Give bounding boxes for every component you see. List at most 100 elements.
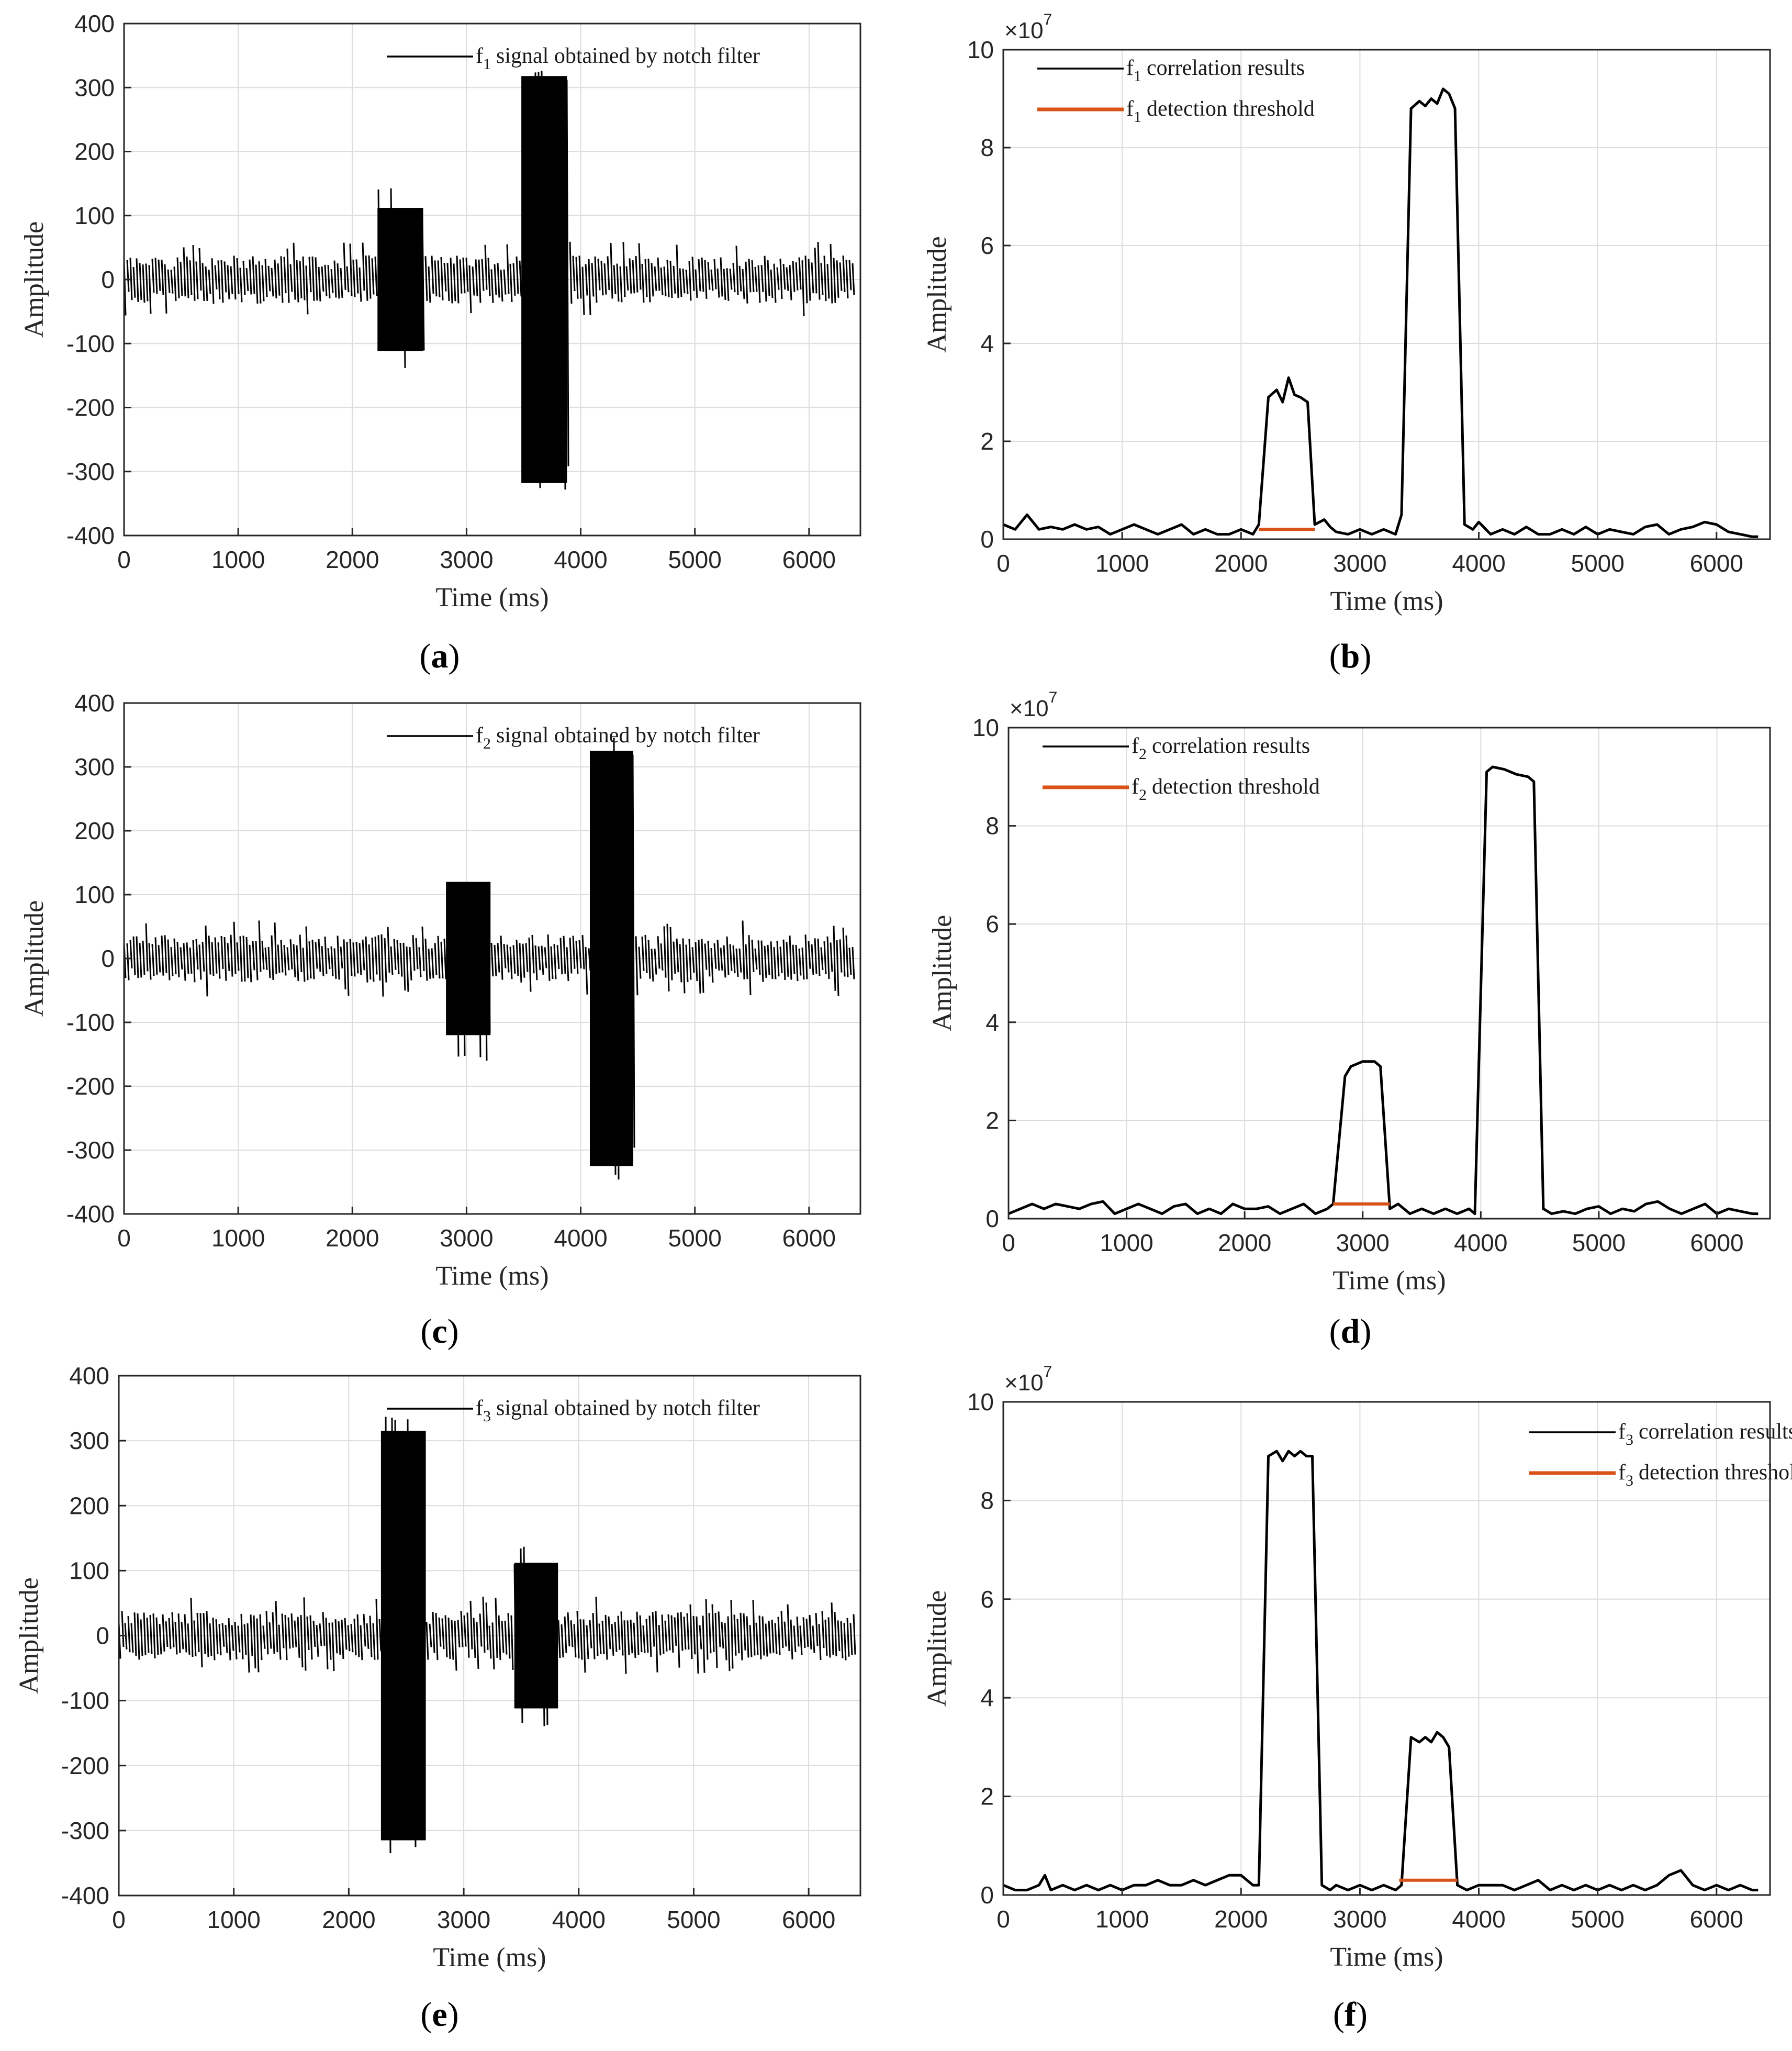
x-axis-label: Time (ms) <box>1330 586 1443 616</box>
multiplier-exponent: 7 <box>1044 11 1052 28</box>
caption-paren-open: ( <box>1329 637 1341 675</box>
y-tick-label: 4 <box>985 1009 999 1036</box>
burst-2 <box>590 751 633 1166</box>
subplot-c: 0 1000 2000 3000 4000 5000 60004003002001000-1… <box>19 689 861 1351</box>
legend-freq: f <box>476 723 483 748</box>
x-tick-label: 3000 <box>1333 1905 1386 1933</box>
x-tick-label: 6000 <box>782 546 836 573</box>
y-tick-label: 100 <box>74 202 115 229</box>
x-axis-label: Time (ms) <box>435 1261 548 1291</box>
caption-letter: c <box>432 1312 447 1351</box>
y-tick-label: 8 <box>980 134 994 161</box>
y-tick-label: 0 <box>985 1205 999 1232</box>
y-tick-label: 100 <box>69 1557 109 1584</box>
legend-freq-sub: 3 <box>1626 1472 1633 1489</box>
caption-paren-open: ( <box>1333 1996 1345 2034</box>
y-multiplier: ×107 <box>1004 1363 1052 1396</box>
caption-letter: a <box>431 637 449 675</box>
y-tick-label: -200 <box>66 1073 115 1100</box>
x-axis-label: Time (ms) <box>433 1943 546 1972</box>
y-axis-label: Amplitude <box>19 900 49 1017</box>
y-tick-label: 8 <box>985 812 999 840</box>
multiplier-exponent: 7 <box>1049 689 1058 706</box>
legend-freq: f <box>476 1396 483 1420</box>
legend: f1 signal obtained by notch filter <box>387 44 760 73</box>
legend-text: detection threshold <box>1152 775 1320 799</box>
legend-label: f1 signal obtained by notch filter <box>476 44 760 73</box>
legend-freq-sub: 1 <box>483 55 491 73</box>
x-tick-label: 4000 <box>552 1906 606 1933</box>
legend: f3 signal obtained by notch filter <box>387 1396 760 1425</box>
x-tick-label: 6000 <box>1690 550 1743 577</box>
legend-text: signal obtained by notch filter <box>496 1396 760 1420</box>
x-tick-label: 5000 <box>667 1906 720 1933</box>
y-axis-label: Amplitude <box>922 1590 952 1707</box>
y-tick-label: 400 <box>74 689 115 717</box>
caption-paren-open: ( <box>420 637 431 675</box>
y-tick-label: -100 <box>66 1009 115 1036</box>
x-tick-label: 5000 <box>1571 550 1624 577</box>
legend-freq: f <box>1618 1461 1626 1485</box>
x-axis-label: Time (ms) <box>1330 1942 1443 1972</box>
legend: f3 correlation results f3 detection thresho… <box>1529 1420 1792 1489</box>
legend-freq: f <box>1132 775 1139 799</box>
y-axis-label: Amplitude <box>19 221 49 338</box>
x-tick-label: 2000 <box>322 1906 375 1933</box>
correlation-line-d <box>1008 765 1759 1216</box>
legend-freq-sub: 2 <box>1139 786 1147 804</box>
subplot-e: 0 1000 2000 3000 4000 5000 60004003002001000-1… <box>14 1362 861 2034</box>
multiplier-base: ×10 <box>1004 1370 1044 1396</box>
multiplier-exponent: 7 <box>1044 1363 1052 1380</box>
x-tick-label: 3000 <box>440 1224 493 1252</box>
caption-letter: b <box>1341 637 1360 675</box>
y-tick-label: 200 <box>74 817 115 844</box>
x-tick-label: 1000 <box>1095 1905 1149 1933</box>
legend-freq-sub: 1 <box>1134 108 1141 126</box>
x-tick-label: 1000 <box>207 1906 261 1933</box>
x-tick-label: 4000 <box>1452 1905 1505 1933</box>
x-tick-label: 0 <box>117 1224 131 1252</box>
legend: f2 signal obtained by notch filter <box>387 723 760 752</box>
legend-freq: f <box>476 44 483 68</box>
y-axis-label: Amplitude <box>927 915 957 1031</box>
x-tick-label: 3000 <box>1336 1229 1390 1256</box>
caption-paren-close: ) <box>1356 1996 1368 2034</box>
x-tick-label: 0 <box>996 1905 1010 1933</box>
caption-letter: f <box>1345 1996 1357 2034</box>
x-tick-label: 5000 <box>1571 1905 1624 1933</box>
legend-text: correlation results <box>1152 734 1310 758</box>
y-tick-label: -300 <box>66 1136 115 1164</box>
y-tick-label: -200 <box>66 394 115 421</box>
caption-paren-close: ) <box>447 1996 459 2034</box>
x-tick-label: 6000 <box>782 1224 836 1252</box>
multiplier-base: ×10 <box>1010 696 1049 721</box>
y-tick-label: 2 <box>985 1107 999 1134</box>
x-tick-label: 1000 <box>1100 1229 1153 1256</box>
y-tick-label: -100 <box>61 1687 109 1714</box>
x-tick-label: 0 <box>1002 1229 1015 1256</box>
x-tick-label: 4000 <box>554 546 607 573</box>
legend-label: f3 correlation results <box>1618 1420 1792 1448</box>
y-multiplier: ×107 <box>1010 689 1057 721</box>
y-multiplier: ×107 <box>1004 11 1052 43</box>
x-tick-label: 0 <box>112 1906 126 1933</box>
x-tick-label: 6000 <box>782 1906 835 1933</box>
x-tick-label: 3000 <box>440 546 493 573</box>
x-tick-label: 6000 <box>1690 1229 1743 1256</box>
y-tick-label: 0 <box>980 526 994 553</box>
y-tick-label: -400 <box>61 1882 109 1909</box>
y-tick-label: 0 <box>96 1622 109 1649</box>
x-tick-label: 5000 <box>668 1224 722 1252</box>
y-tick-label: 2 <box>980 1783 994 1810</box>
x-tick-label: 4000 <box>1452 550 1505 577</box>
legend-freq: f <box>1126 56 1134 80</box>
axes-frame <box>1002 1401 1771 1896</box>
legend-freq-sub: 3 <box>1626 1431 1633 1448</box>
x-tick-label: 2000 <box>1214 550 1268 577</box>
caption-paren-close: ) <box>447 1312 459 1351</box>
subplot-b: 0 1000 2000 3000 4000 5000 6000 0 2 4 6 8 10 Time (ms… <box>922 11 1771 675</box>
legend-label: f3 detection threshold <box>1618 1461 1792 1489</box>
y-tick-label: 0 <box>980 1881 994 1909</box>
